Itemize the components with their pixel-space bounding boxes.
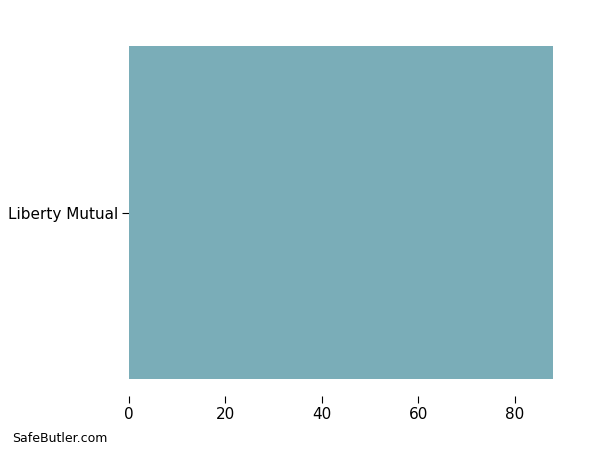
Text: SafeButler.com: SafeButler.com [12,432,107,446]
